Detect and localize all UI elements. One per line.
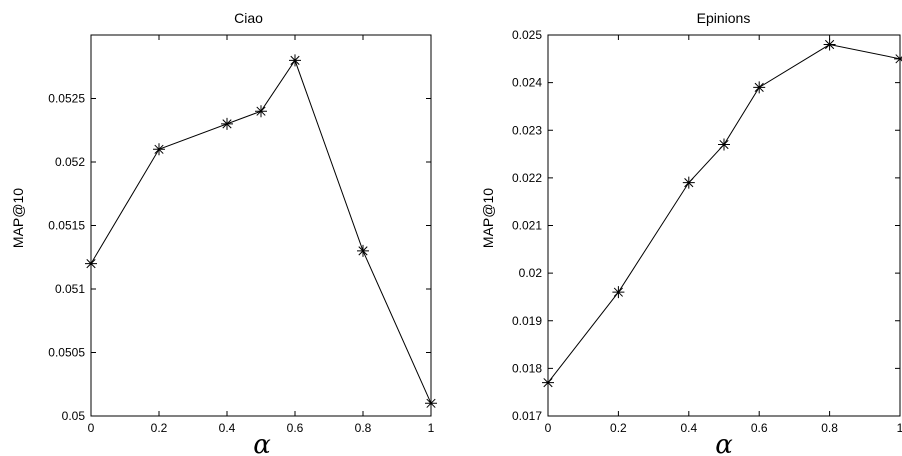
- chart-title: Epinions: [697, 10, 751, 26]
- series-line: [547, 44, 901, 383]
- chart-title: Ciao: [234, 10, 263, 26]
- data-series: [542, 38, 902, 389]
- data-point: [289, 54, 301, 67]
- y-tick-label: 0.0515: [48, 219, 85, 233]
- x-tick-label: 1: [428, 421, 435, 435]
- x-tick-label: 0.8: [355, 421, 372, 435]
- x-tick-label: 0.6: [751, 421, 768, 435]
- data-point: [153, 143, 165, 156]
- axis-ticks: 0 0.2 0.4 0.6 0.8 1 0.017 0.018 0.019 0.02 0.021 0.…: [512, 28, 902, 435]
- y-tick-label: 0.05: [62, 409, 86, 423]
- data-point: [542, 376, 554, 389]
- data-point: [753, 81, 766, 94]
- x-tick-label: 0.2: [151, 421, 168, 435]
- y-tick-label: 0.018: [512, 361, 542, 375]
- data-point: [357, 244, 369, 257]
- x-tick-label: 1: [897, 421, 902, 435]
- y-tick-label: 0.017: [512, 409, 542, 423]
- x-axis-label: α: [715, 430, 733, 456]
- y-tick-label: 0.022: [512, 171, 542, 185]
- data-point: [823, 38, 836, 51]
- y-tick-label: 0.025: [512, 28, 542, 42]
- y-tick-label: 0.023: [512, 123, 542, 137]
- x-tick-label: 0.4: [219, 421, 236, 435]
- x-tick-label: 0.4: [680, 421, 697, 435]
- y-tick-label: 0.019: [512, 314, 542, 328]
- data-point: [682, 176, 695, 189]
- data-point: [894, 52, 902, 65]
- x-tick-label: 0: [88, 421, 95, 435]
- plot-area: [90, 34, 432, 417]
- x-tick-label: 0.6: [287, 421, 304, 435]
- y-tick-label: 0.0525: [48, 92, 85, 106]
- data-point: [85, 257, 97, 270]
- chart-ciao: Ciao MAP@10 α 0 0.2 0.4 0.6 0.8 1 0.05 0.0505 0.…: [10, 10, 437, 456]
- axis-ticks: 0 0.2 0.4 0.6 0.8 1 0.05 0.0505 0.051 0.0515 0.052…: [48, 35, 435, 435]
- y-tick-label: 0.052: [55, 155, 85, 169]
- plot-area: [547, 34, 901, 417]
- data-point: [221, 117, 233, 130]
- y-tick-label: 0.051: [55, 282, 85, 296]
- data-series: [85, 54, 437, 410]
- x-axis-label: α: [253, 430, 271, 456]
- y-tick-label: 0.024: [512, 76, 542, 90]
- y-axis-label: MAP@10: [480, 188, 496, 248]
- y-axis-label: MAP@10: [10, 188, 26, 248]
- data-point: [255, 105, 267, 118]
- y-tick-label: 0.0505: [48, 346, 85, 360]
- x-tick-label: 0.2: [610, 421, 627, 435]
- chart-epinions: Epinions MAP@10 α 0 0.2 0.4 0.6 0.8 1 0.017 0.0…: [480, 10, 902, 456]
- data-point: [612, 286, 625, 299]
- data-point: [425, 397, 437, 410]
- data-point: [718, 138, 730, 151]
- y-tick-label: 0.021: [512, 219, 542, 233]
- x-tick-label: 0: [545, 421, 552, 435]
- x-tick-label: 0.8: [821, 421, 838, 435]
- y-tick-label: 0.02: [519, 266, 543, 280]
